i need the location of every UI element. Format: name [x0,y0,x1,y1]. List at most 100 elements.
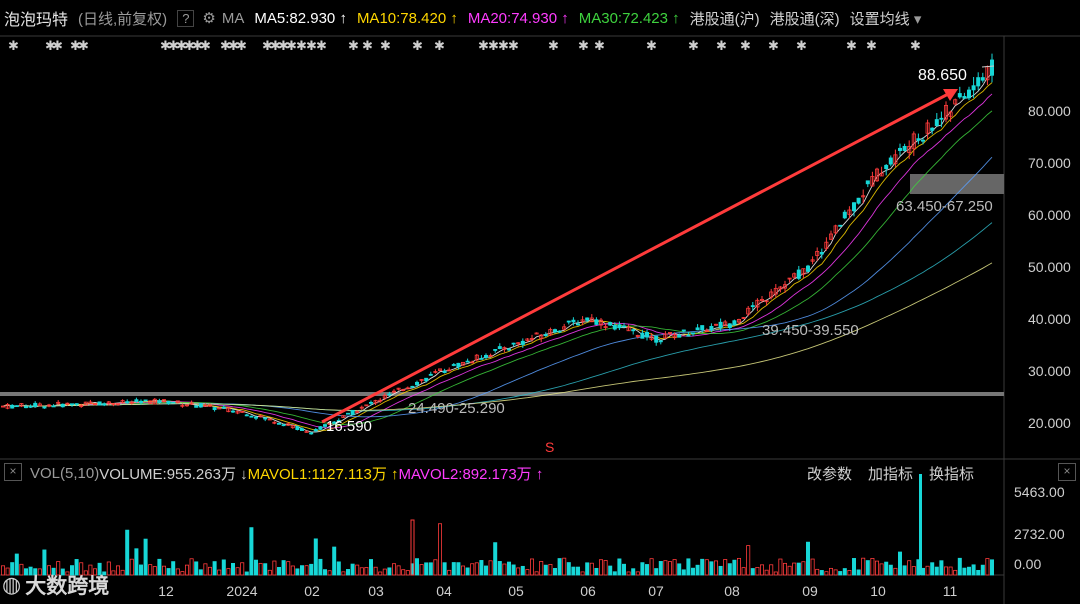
volume-bar [548,563,553,576]
candle-body [253,416,258,419]
low-price-label: 16.590 [326,418,372,435]
candle-body [433,371,438,373]
change-params-button[interactable]: 改参数 [806,466,852,483]
candle-body [226,407,231,413]
volume-bar [401,569,406,576]
info-marker: ✱ [306,39,317,54]
volume-bar [967,566,972,576]
candle-body [576,323,581,326]
candle-body [635,334,640,337]
info-marker: ✱ [192,39,203,54]
volume-bar [47,565,52,576]
info-marker: ✱ [176,39,187,54]
candle-body [539,334,544,339]
hk-connect-sh[interactable]: 港股通(沪) [689,10,760,28]
volume-bar [566,562,571,576]
date-tick: 09 [802,583,818,599]
volume-bar [437,523,442,576]
volume-bar [681,569,686,576]
candle-body [327,423,332,425]
candle-body [750,305,755,308]
chart-mode[interactable]: (日线,前复权) [78,10,168,28]
volume-bar [631,568,636,576]
add-indicator-button[interactable]: 加指标 [867,466,913,483]
candle-body [548,329,553,336]
volume-bar [760,564,765,576]
candle-body [166,400,171,405]
candle-body [819,252,824,255]
candle-body [244,414,249,417]
volume-bar [318,558,323,576]
range-label-1: 24.490-25.290 [408,400,505,417]
volume-bar [737,557,742,576]
volume-bar [783,562,788,576]
volume-bar [483,565,488,576]
volume-bar [502,563,507,576]
logo-icon: ◍ [2,572,22,597]
logo-text: 大数跨境 [25,575,110,598]
candle-body [865,180,870,185]
volume-header: VOL(5,10) VOLUME:955.263万 ↓ MAVOL1:1127.… [0,461,1080,485]
candle-body [23,406,28,409]
candle-body [506,348,511,351]
help-button[interactable]: ? [177,9,195,27]
volume-bar [898,551,903,576]
volume-bar [14,553,19,576]
date-tick: 11 [943,583,958,599]
volume-bar [19,563,24,576]
candle-body [709,325,714,330]
candle-body [783,284,788,289]
info-marker: ✱ [348,39,359,54]
hk-connect-sz[interactable]: 港股通(深) [769,10,840,28]
axis-labels: 80.000 70.000 60.000 50.000 40.000 30.000 20.0… [158,103,1071,599]
candle-body [746,307,751,315]
ma20-value: MA20:74.930 ↑ [467,9,569,27]
volume-bar [263,563,268,576]
candle-body [608,322,613,326]
volume-bar [787,565,792,576]
candlesticks [0,53,995,435]
volume-bar [249,527,254,576]
close-volume-right-icon[interactable]: × [1058,463,1076,481]
info-marker: ✱ [594,39,605,54]
candle-body [497,346,502,350]
volume-bar [350,563,355,576]
candle-body [424,377,429,382]
volume-bar [83,570,88,576]
date-tick: 04 [436,583,452,599]
candle-body [304,430,309,433]
volume-bar [796,562,801,576]
volume-bar [948,566,953,576]
volume-bar [907,560,912,576]
volume-bar [663,560,668,576]
candle-body [37,403,42,407]
volume-bar [506,561,511,576]
candle-body [957,93,962,98]
candle-body [493,349,498,351]
volume-bar [419,564,424,576]
candle-body [769,291,774,298]
volume-bar [691,567,696,576]
volume-bar [240,562,245,576]
candle-body [171,401,176,404]
candle-body [911,133,916,150]
volume-bar [553,568,558,576]
volume-bar [125,529,130,576]
volume-bar [732,559,737,576]
info-marker: ✱ [78,39,89,54]
close-volume-left-icon[interactable]: × [4,463,22,481]
volume-bar [769,564,774,576]
set-ma-button[interactable]: 设置均线 ▾ [849,10,922,28]
volume-bar [28,566,33,576]
switch-indicator-button[interactable]: 换指标 [928,466,974,483]
candle-body [640,332,645,339]
volume-bar [985,558,990,576]
volume-bar [180,571,185,576]
volume-bar [373,566,378,576]
volume-bar [327,570,332,576]
volume-bar [184,564,189,576]
volume-bar [470,563,475,576]
gear-icon[interactable]: ⚙ [202,10,216,27]
candle-body [939,117,944,120]
